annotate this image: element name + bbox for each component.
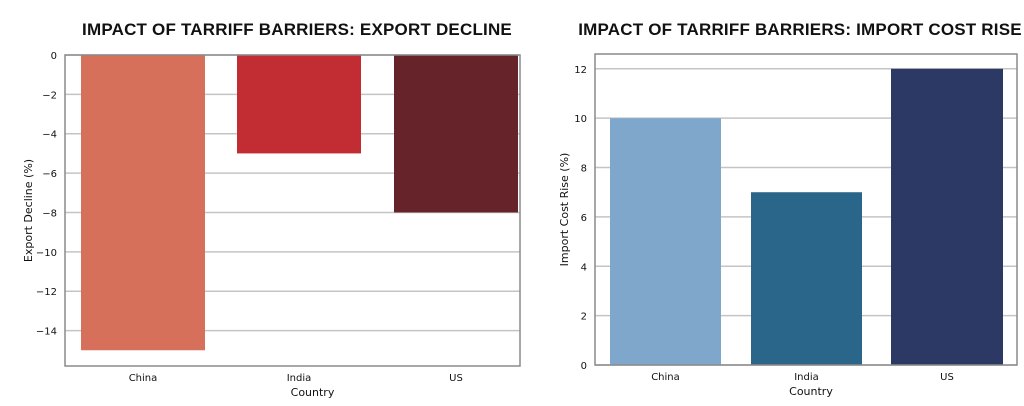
import-ytick-label: 4 [581,262,587,273]
export-xtick-label: India [287,373,312,384]
import-xtick-label: India [794,372,819,383]
export-ytick-label: −4 [42,130,57,141]
export-ytick-label: −8 [42,208,57,219]
export-y-axis-label: Export Decline (%) [22,159,35,262]
import-ytick-label: 0 [581,361,587,372]
import-x-axis-label: Country [789,385,833,398]
export-bar-china [81,55,205,351]
import-bar-us [891,68,1003,366]
export-ytick-label: −2 [42,90,57,101]
import-axes-frame [594,53,1018,366]
export-ytick-label: −10 [36,248,57,259]
import-chart-title: IMPACT OF TARRIFF BARRIERS: IMPORT COST … [578,20,1022,39]
import-bar-china [610,118,721,365]
export-axes-frame [64,54,521,367]
export-ytick-label: −12 [36,287,57,298]
import-ytick-label: 10 [574,114,587,125]
import-ytick-label: 2 [581,312,587,323]
import-ytick-label: 12 [574,65,587,76]
export-chart-title: IMPACT OF TARRIFF BARRIERS: EXPORT DECLI… [82,20,512,39]
import-xtick-label: US [940,372,954,383]
import-xtick-label: China [651,372,680,383]
import-ytick-label: 8 [581,164,587,175]
export-bar-us [394,55,518,213]
import-bar-india [751,192,862,365]
import-y-axis-label: Import Cost Rise (%) [558,153,571,267]
export-x-axis-label: Country [291,386,335,399]
export-bar-india [237,55,361,154]
export-ytick-label: 0 [51,51,57,62]
export-xtick-label: US [449,373,463,384]
export-ytick-label: −14 [36,327,57,338]
export-xtick-label: China [129,373,158,384]
export-ytick-label: −6 [42,169,57,180]
import-ytick-label: 6 [581,213,587,224]
